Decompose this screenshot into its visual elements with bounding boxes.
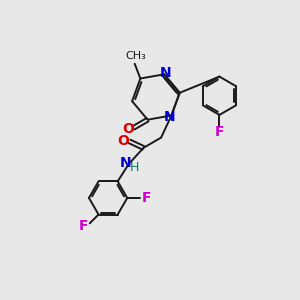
Text: H: H (129, 161, 139, 174)
Text: O: O (118, 134, 130, 148)
Text: F: F (79, 219, 88, 233)
Text: CH₃: CH₃ (125, 51, 146, 62)
Text: F: F (141, 191, 151, 205)
Text: F: F (215, 125, 224, 139)
Text: O: O (122, 122, 134, 136)
Text: N: N (160, 66, 171, 80)
Text: N: N (164, 110, 176, 124)
Text: N: N (119, 157, 131, 170)
